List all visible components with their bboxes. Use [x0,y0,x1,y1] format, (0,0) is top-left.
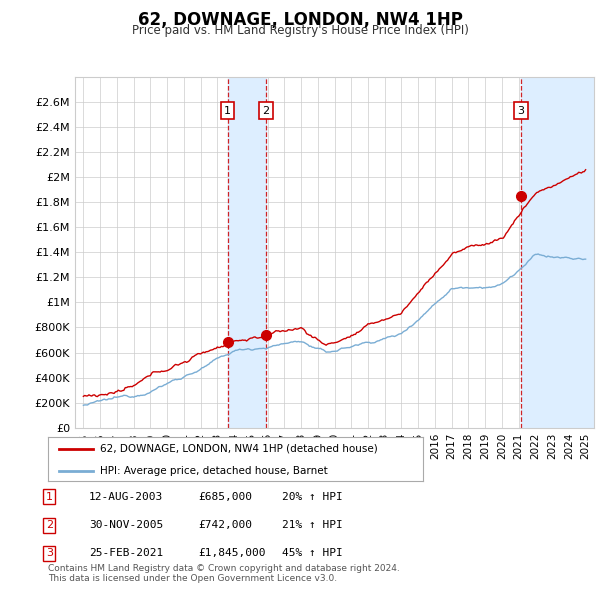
Bar [521,77,594,428]
Text: 21% ↑ HPI: 21% ↑ HPI [282,520,343,530]
Text: 30-NOV-2005: 30-NOV-2005 [89,520,163,530]
Text: Price paid vs. HM Land Registry's House Price Index (HPI): Price paid vs. HM Land Registry's House … [131,24,469,37]
Text: 2: 2 [46,520,53,530]
Text: 62, DOWNAGE, LONDON, NW4 1HP (detached house): 62, DOWNAGE, LONDON, NW4 1HP (detached h… [101,444,378,454]
Bar [227,77,266,428]
Text: HPI: Average price, detached house, Barnet: HPI: Average price, detached house, Barn… [101,466,328,476]
Text: £742,000: £742,000 [198,520,252,530]
Text: 3: 3 [518,106,524,116]
Text: £685,000: £685,000 [198,492,252,502]
Text: 3: 3 [46,549,53,558]
Text: 1: 1 [46,492,53,502]
Text: 1: 1 [224,106,231,116]
Text: 25-FEB-2021: 25-FEB-2021 [89,549,163,558]
Text: 20% ↑ HPI: 20% ↑ HPI [282,492,343,502]
Text: 45% ↑ HPI: 45% ↑ HPI [282,549,343,558]
Text: Contains HM Land Registry data © Crown copyright and database right 2024.
This d: Contains HM Land Registry data © Crown c… [48,563,400,583]
Text: 12-AUG-2003: 12-AUG-2003 [89,492,163,502]
Text: 62, DOWNAGE, LONDON, NW4 1HP: 62, DOWNAGE, LONDON, NW4 1HP [137,11,463,29]
Text: £1,845,000: £1,845,000 [198,549,265,558]
Text: 2: 2 [263,106,269,116]
